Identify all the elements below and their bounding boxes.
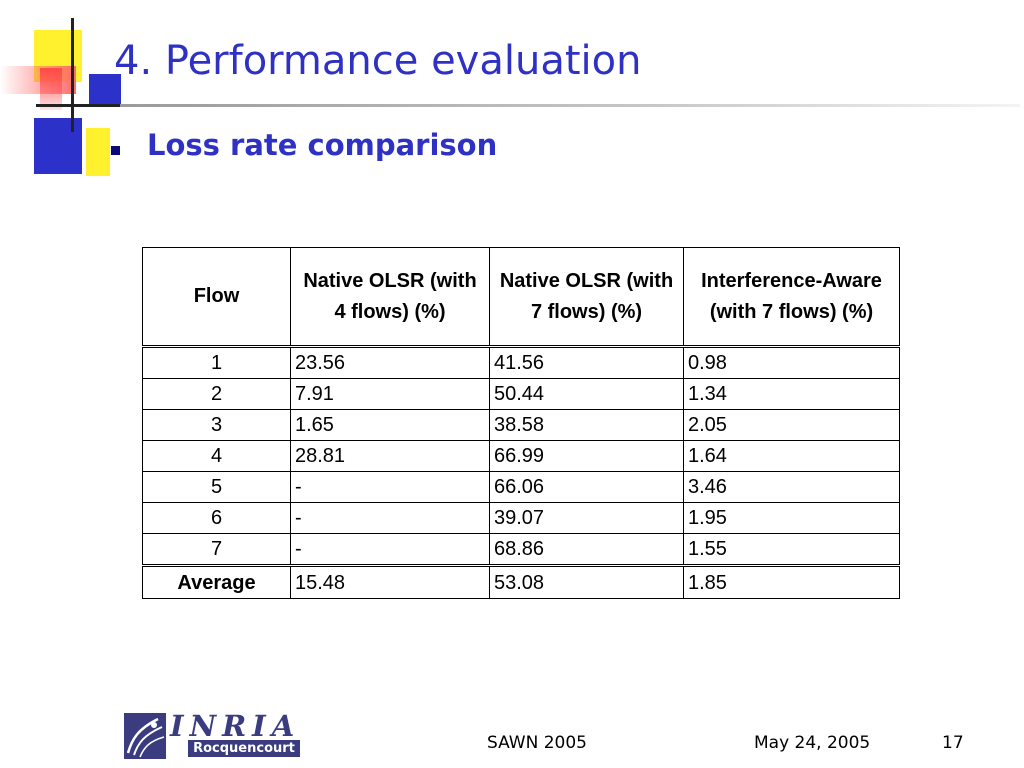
native-olsr-4-cell: 28.81	[290, 440, 490, 472]
interference-aware-cell: 3.46	[683, 471, 900, 503]
decor-red-block	[40, 68, 62, 110]
average-native-olsr-7-cell: 53.08	[489, 564, 684, 599]
table-row: 2 7.91 50.44 1.34	[142, 378, 900, 410]
native-olsr-4-cell: 23.56	[290, 346, 490, 379]
slide-title: 4. Performance evaluation	[114, 38, 642, 84]
title-underline-rule	[120, 104, 1020, 107]
native-olsr-7-cell: 66.06	[489, 471, 684, 503]
flow-cell: 7	[142, 533, 291, 566]
native-olsr-7-cell: 38.58	[489, 409, 684, 441]
native-olsr-4-cell: 7.91	[290, 378, 490, 410]
decor-horizontal-line	[36, 104, 126, 107]
table-row: 1 23.56 41.56 0.98	[142, 346, 900, 379]
average-label-cell: Average	[142, 564, 291, 599]
header-interference-aware: Interference-Aware (with 7 flows) (%)	[683, 247, 900, 348]
interference-aware-cell: 0.98	[683, 346, 900, 379]
decor-yellow-square-bottom	[86, 128, 110, 176]
average-native-olsr-4-cell: 15.48	[290, 564, 490, 599]
native-olsr-4-cell: -	[290, 533, 490, 566]
table-row: 7 - 68.86 1.55	[142, 533, 900, 566]
table-row: 3 1.65 38.58 2.05	[142, 409, 900, 441]
flow-cell: 6	[142, 502, 291, 534]
interference-aware-cell: 2.05	[683, 409, 900, 441]
square-bullet-icon	[111, 146, 120, 155]
flow-cell: 5	[142, 471, 291, 503]
flow-cell: 2	[142, 378, 291, 410]
inria-logo-mark-icon	[124, 713, 166, 759]
footer-event: SAWN 2005	[487, 733, 587, 753]
header-native-olsr-7: Native OLSR (with 7 flows) (%)	[489, 247, 684, 348]
average-interference-aware-cell: 1.85	[683, 564, 900, 599]
flow-cell: 1	[142, 346, 291, 379]
table-row: 5 - 66.06 3.46	[142, 471, 900, 503]
interference-aware-cell: 1.55	[683, 533, 900, 566]
table-average-row: Average 15.48 53.08 1.85	[142, 564, 900, 599]
table-row: 4 28.81 66.99 1.64	[142, 440, 900, 472]
footer-date: May 24, 2005	[754, 733, 871, 753]
native-olsr-7-cell: 41.56	[489, 346, 684, 379]
inria-logo: INRIA Rocquencourt	[124, 709, 302, 759]
native-olsr-7-cell: 50.44	[489, 378, 684, 410]
native-olsr-7-cell: 39.07	[489, 502, 684, 534]
native-olsr-7-cell: 66.99	[489, 440, 684, 472]
decor-blue-square-top	[89, 74, 121, 104]
header-flow: Flow	[142, 247, 291, 348]
decor-vertical-line	[71, 18, 74, 132]
loss-rate-table: Flow Native OLSR (with 4 flows) (%) Nati…	[142, 247, 900, 599]
interference-aware-cell: 1.34	[683, 378, 900, 410]
native-olsr-4-cell: 1.65	[290, 409, 490, 441]
slide-subtitle: Loss rate comparison	[147, 128, 498, 162]
header-native-olsr-4: Native OLSR (with 4 flows) (%)	[290, 247, 490, 348]
logo-subtitle: Rocquencourt	[188, 740, 300, 757]
interference-aware-cell: 1.64	[683, 440, 900, 472]
decor-red-bar	[0, 66, 76, 94]
flow-cell: 4	[142, 440, 291, 472]
table-header-row: Flow Native OLSR (with 4 flows) (%) Nati…	[142, 247, 900, 348]
footer-page-number: 17	[942, 733, 964, 753]
logo-name: INRIA	[170, 709, 301, 743]
decor-blue-square-bottom	[34, 118, 82, 174]
table-row: 6 - 39.07 1.95	[142, 502, 900, 534]
flow-cell: 3	[142, 409, 291, 441]
native-olsr-4-cell: -	[290, 471, 490, 503]
native-olsr-7-cell: 68.86	[489, 533, 684, 566]
interference-aware-cell: 1.95	[683, 502, 900, 534]
native-olsr-4-cell: -	[290, 502, 490, 534]
